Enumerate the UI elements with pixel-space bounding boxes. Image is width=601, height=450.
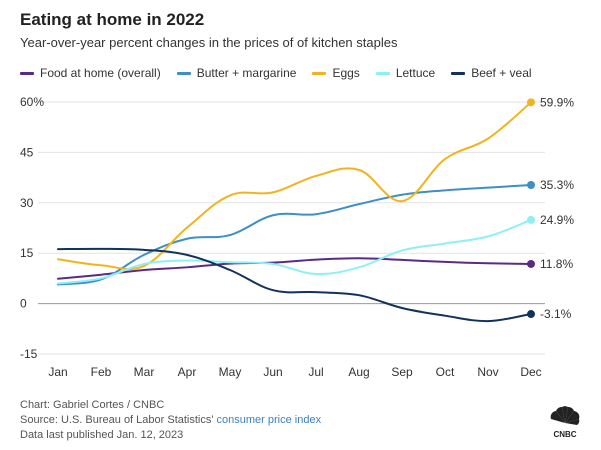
line-chart: -15 0 15 30 45 60% Jan Feb Mar Apr May Jun Jul Aug Sep… (20, 95, 574, 379)
legend-item: Lettuce (375, 66, 436, 80)
legend-swatch (451, 71, 466, 75)
legend-swatch (20, 71, 34, 75)
series-line (57, 101, 532, 271)
legend-label: Food at home (overall) (40, 66, 161, 80)
x-tick-label: Mar (134, 365, 155, 379)
cnbc-logo: CNBC (550, 406, 580, 438)
series-end-marker (527, 180, 535, 189)
legend-swatch (176, 71, 191, 75)
series-end-label: 11.8% (540, 257, 573, 271)
source-link[interactable]: consumer price index (216, 414, 322, 426)
x-tick-label: Oct (436, 365, 455, 379)
series-end-label: 24.9% (540, 213, 574, 227)
series-line (57, 247, 532, 323)
legend-swatch (375, 71, 390, 75)
chart-title: Eating at home in 2022 (20, 10, 205, 29)
legend-item: Beef + veal (451, 66, 532, 80)
x-tick-label: Feb (91, 365, 112, 379)
x-tick-label: Jan (48, 365, 67, 379)
legend-label: Eggs (332, 66, 360, 80)
series-end-marker (527, 215, 535, 224)
legend-label: Lettuce (395, 66, 436, 80)
legend-item: Eggs (312, 66, 360, 80)
chart-credit: Chart: Gabriel Cortes / CNBC (20, 399, 165, 411)
x-tick-label: Sep (391, 365, 413, 379)
chart-footer: Chart: Gabriel Cortes / CNBC Source: U.S… (20, 398, 321, 443)
x-tick-label: Jun (263, 365, 282, 379)
x-tick-label: May (219, 365, 242, 379)
y-tick-label: 0 (20, 297, 27, 311)
series-line (57, 218, 532, 285)
source-line: Source: U.S. Bureau of Labor Statistics'… (20, 413, 321, 428)
x-tick-label: Dec (520, 365, 541, 379)
legend-item: Food at home (overall) (20, 66, 161, 80)
x-tick-label: Apr (178, 365, 197, 379)
series-end-label: 35.3% (540, 178, 574, 192)
series-end-marker (527, 310, 535, 319)
series-line (57, 257, 532, 280)
y-tick-label: -15 (20, 347, 38, 361)
series-end-marker (527, 259, 535, 268)
y-tick-label: 60% (20, 95, 44, 109)
series-line (57, 183, 532, 286)
y-tick-label: 30 (20, 196, 34, 210)
legend-swatch (312, 71, 327, 75)
chart-legend: Food at home (overall) Butter + margarine… (20, 66, 548, 80)
legend-item: Butter + margarine (176, 66, 297, 80)
x-tick-label: Aug (348, 365, 369, 379)
series-end-label: -3.1% (540, 307, 572, 321)
source-text: Source: U.S. Bureau of Labor Statistics' (20, 414, 217, 426)
y-tick-label: 15 (20, 246, 34, 260)
series-end-label: 59.9% (540, 95, 574, 109)
y-tick-label: 45 (20, 145, 34, 159)
published-date: Data last published Jan. 12, 2023 (20, 429, 184, 441)
svg-text:CNBC: CNBC (553, 430, 576, 438)
x-tick-label: Jul (308, 365, 323, 379)
legend-label: Beef + veal (471, 66, 532, 80)
chart-subtitle: Year-over-year percent changes in the pr… (20, 35, 398, 50)
legend-label: Butter + margarine (196, 66, 297, 80)
x-tick-label: Nov (477, 365, 498, 379)
series-end-marker (527, 98, 535, 107)
